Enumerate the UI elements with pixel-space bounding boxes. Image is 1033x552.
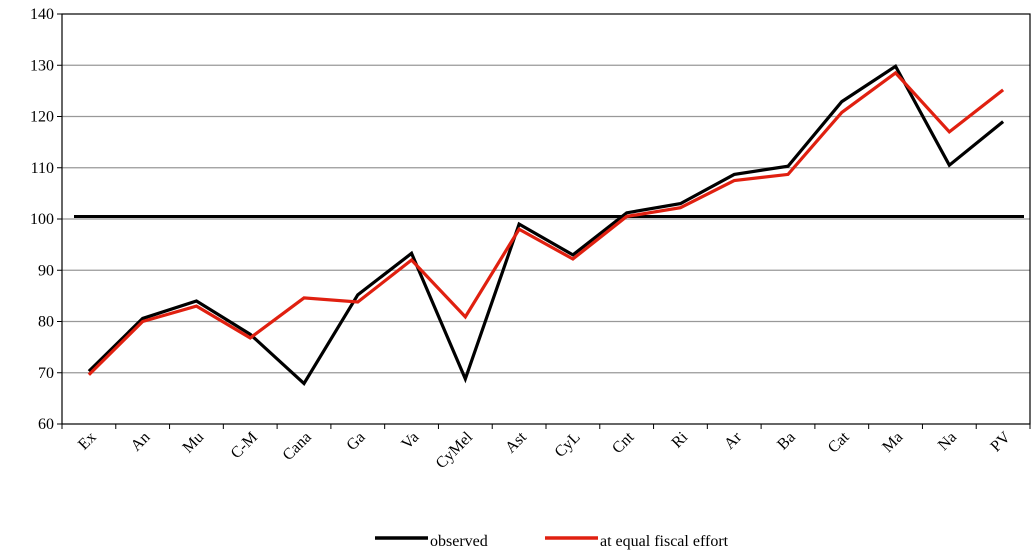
legend-label-at-equal-fiscal-effort: at equal fiscal effort [600, 533, 729, 550]
x-tick-label: Ga [343, 429, 368, 454]
y-tick-label: 60 [38, 416, 54, 433]
x-tick-label: Mu [180, 429, 208, 457]
x-tick-label: Cnt [609, 428, 638, 457]
plot-frame [61, 13, 1031, 425]
x-tick-label: Na [935, 429, 960, 454]
y-tick-label: 80 [38, 314, 54, 331]
x-tick-label: Ri [669, 428, 692, 451]
x-tick-label: Cana [280, 429, 315, 464]
series-line-observed [87, 63, 1005, 387]
x-tick-label: PV [987, 428, 1014, 455]
series-line-at-equal-fiscal-effort [87, 70, 1005, 376]
legend-label-observed: observed [430, 533, 488, 550]
x-tick-label: CyMel [433, 428, 477, 472]
x-tick-label: Va [398, 429, 422, 453]
x-tick-label: Ast [502, 428, 530, 456]
gridlines [62, 64, 1030, 374]
x-tick-label: Ex [75, 429, 100, 454]
y-tick-label: 140 [30, 6, 54, 23]
x-tick-label: An [128, 429, 154, 455]
x-tick-label: Ma [879, 429, 906, 456]
x-tick-label: Cat [825, 428, 853, 456]
legend: observed at equal fiscal effort [375, 533, 729, 550]
series-lines [87, 63, 1005, 387]
x-tick-label: Ba [774, 429, 799, 454]
y-tick-label: 100 [30, 211, 54, 228]
x-tick-label: C-M [228, 429, 261, 462]
y-tick-label: 110 [31, 160, 54, 177]
y-tick-label: 120 [30, 109, 54, 126]
y-tick-label: 70 [38, 365, 54, 382]
x-tick-label: CyL [552, 429, 584, 461]
y-tick-label: 90 [38, 262, 54, 279]
x-tick-label: Ar [721, 428, 745, 452]
y-axis-ticks: 60 70 80 90 100 110 120 130 140 [30, 6, 62, 433]
x-axis-ticks: Ex An Mu C-M Cana Ga Va CyMel Ast CyL Cnt Ri Ar Ba Cat… [61, 424, 1031, 472]
y-tick-label: 130 [30, 57, 54, 74]
